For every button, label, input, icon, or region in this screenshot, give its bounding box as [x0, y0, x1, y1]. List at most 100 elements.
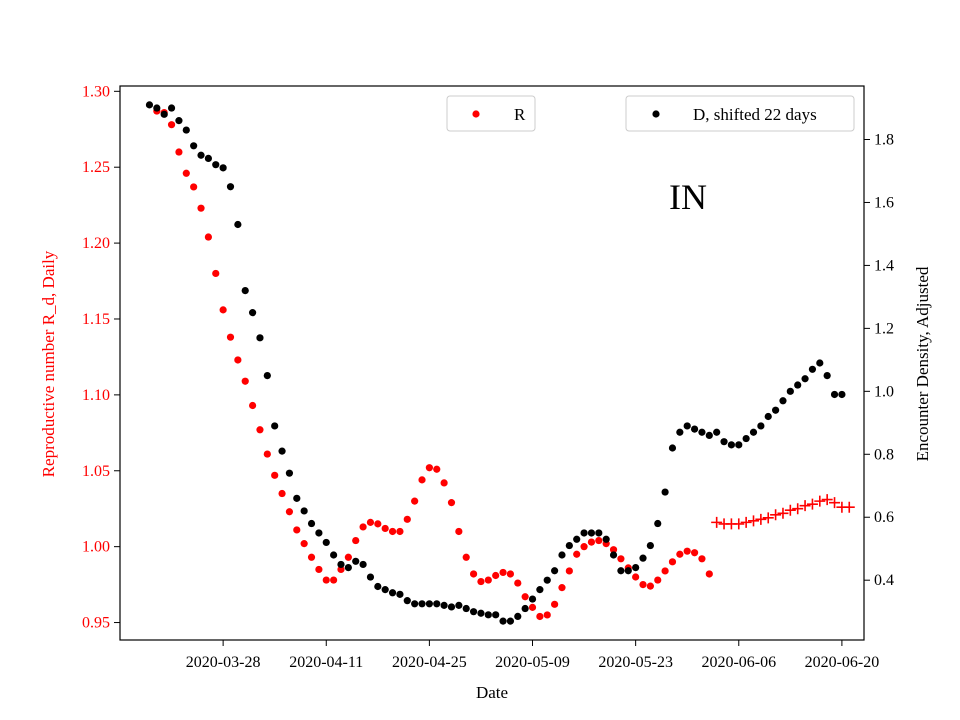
- data-point: [779, 397, 787, 405]
- data-point: [256, 334, 264, 342]
- data-point-plus: [784, 504, 796, 516]
- data-point: [705, 570, 713, 578]
- series-d-shifted-22-days: [145, 101, 846, 625]
- data-point-plus: [792, 503, 804, 515]
- data-point: [212, 269, 220, 278]
- x-tick-label: 2020-06-06: [701, 654, 776, 671]
- data-point: [469, 608, 478, 616]
- data-point: [278, 489, 286, 498]
- data-point: [808, 365, 817, 373]
- right-tick-label: 0.8: [874, 446, 894, 463]
- data-point: [330, 576, 338, 584]
- data-point: [654, 576, 662, 584]
- data-point: [565, 567, 573, 575]
- data-point: [153, 104, 161, 112]
- data-point: [219, 164, 227, 172]
- left-tick-label: 0.95: [82, 615, 110, 632]
- data-point: [396, 527, 404, 536]
- data-point: [352, 557, 360, 565]
- data-point: [190, 142, 198, 150]
- data-point: [175, 148, 183, 156]
- data-point: [455, 527, 463, 536]
- x-axis-label: Date: [476, 683, 508, 702]
- data-point: [492, 571, 500, 580]
- x-tick-label: 2020-06-20: [805, 654, 880, 671]
- data-point: [646, 541, 654, 550]
- data-point: [175, 117, 183, 125]
- data-point-plus: [711, 516, 723, 528]
- data-point: [241, 377, 249, 385]
- data-point: [536, 586, 544, 594]
- data-point: [167, 121, 176, 129]
- data-point: [433, 465, 441, 473]
- data-point: [388, 589, 397, 597]
- data-point: [396, 590, 404, 598]
- data-point: [440, 479, 448, 487]
- right-tick-label: 0.4: [874, 572, 894, 589]
- data-point: [322, 576, 330, 584]
- left-tick-label: 1.00: [82, 539, 110, 556]
- left-tick-label: 1.15: [82, 311, 110, 328]
- data-point: [602, 535, 610, 543]
- data-point: [455, 601, 463, 609]
- data-point: [219, 306, 227, 314]
- data-point: [234, 356, 242, 364]
- data-point: [285, 508, 294, 516]
- data-point: [609, 546, 618, 554]
- data-point: [197, 151, 205, 159]
- data-point: [705, 431, 713, 439]
- data-point: [418, 476, 426, 484]
- data-point: [447, 603, 456, 611]
- data-point-plus: [733, 518, 745, 530]
- data-point: [484, 576, 492, 584]
- left-tick-label: 1.05: [82, 463, 110, 480]
- data-point: [830, 390, 839, 399]
- data-point: [293, 526, 301, 534]
- data-point: [683, 422, 691, 430]
- data-point: [801, 375, 809, 383]
- data-point: [462, 553, 470, 561]
- data-point: [271, 422, 279, 430]
- data-point: [285, 469, 294, 477]
- data-point: [204, 233, 212, 241]
- data-point: [668, 558, 677, 566]
- data-point: [226, 183, 235, 191]
- plot-frame: [119, 85, 865, 641]
- series-layer: [145, 101, 855, 625]
- data-point: [263, 371, 271, 380]
- x-tick-label: 2020-05-09: [495, 654, 570, 671]
- data-point: [411, 497, 419, 505]
- x-tick-label: 2020-04-25: [392, 654, 467, 671]
- state-label: IN: [669, 177, 707, 217]
- data-point: [278, 447, 286, 455]
- data-point: [499, 617, 507, 625]
- left-tick-label: 1.30: [82, 83, 110, 100]
- data-point: [234, 220, 242, 229]
- data-point: [661, 488, 669, 496]
- data-point: [307, 553, 316, 561]
- data-point: [403, 515, 411, 523]
- data-point: [558, 584, 566, 592]
- data-point: [654, 519, 662, 528]
- data-point: [595, 529, 603, 537]
- data-point: [565, 541, 573, 550]
- data-point: [698, 555, 706, 563]
- data-point-plus: [740, 516, 752, 528]
- data-point: [381, 524, 389, 533]
- data-point: [514, 612, 522, 620]
- data-point: [300, 507, 308, 515]
- data-point: [263, 450, 271, 458]
- left-tick-label: 1.20: [82, 235, 110, 252]
- data-point: [167, 104, 176, 112]
- right-tick-label: 0.6: [874, 509, 894, 526]
- data-point: [506, 617, 515, 625]
- data-point: [558, 551, 566, 559]
- data-point: [492, 611, 500, 619]
- data-point: [226, 333, 235, 341]
- data-point: [580, 543, 588, 551]
- data-point: [632, 564, 640, 572]
- data-point: [359, 523, 367, 531]
- data-point: [418, 600, 426, 608]
- data-point-plus: [814, 495, 826, 507]
- data-point: [521, 593, 529, 601]
